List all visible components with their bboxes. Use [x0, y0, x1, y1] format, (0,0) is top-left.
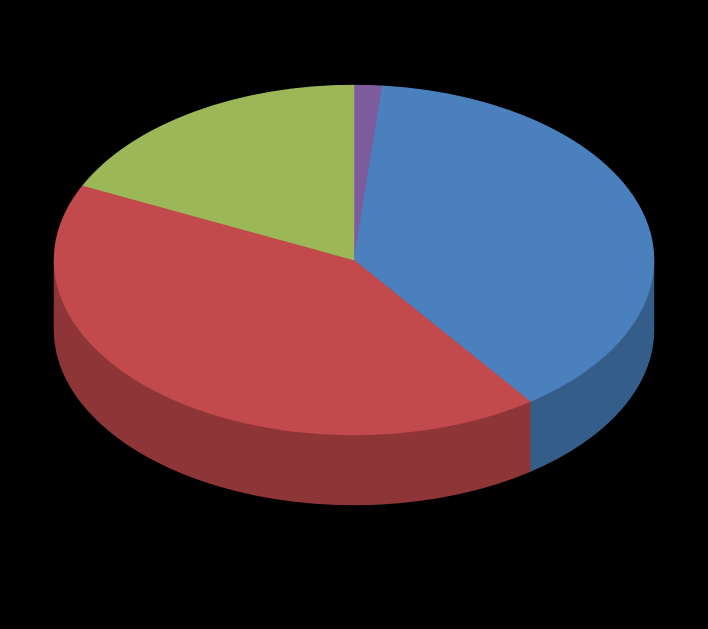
pie-chart-3d: [0, 0, 708, 629]
pie-chart-svg: [0, 0, 708, 629]
